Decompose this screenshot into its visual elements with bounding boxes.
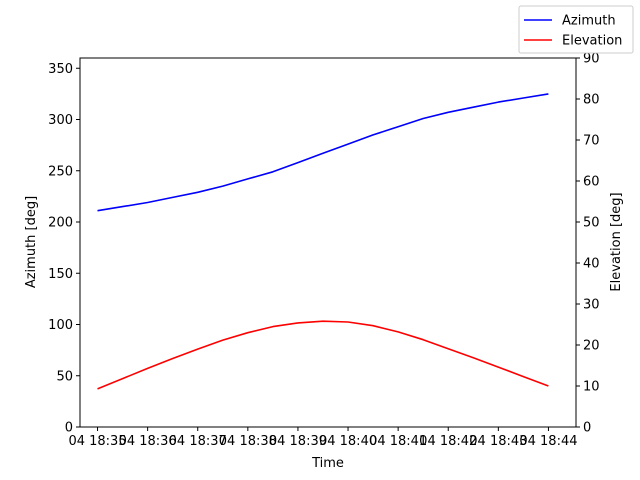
x-tick-label: 04 18:40: [319, 434, 377, 449]
x-axis-label: Time: [311, 456, 344, 471]
y-axis-right: 0 10 20 30 40 50 60 70 80 90: [576, 52, 600, 436]
x-tick-label: 04 18:37: [169, 434, 227, 449]
y-left-tick-label: 250: [48, 164, 73, 179]
legend-entries: Azimuth Elevation: [524, 14, 622, 49]
y-left-tick-label: 50: [56, 369, 73, 384]
y-right-tick-label: 20: [583, 339, 600, 354]
x-tick-label: 04 18:42: [419, 434, 477, 449]
y-left-tick-label: 300: [48, 113, 73, 128]
series-layer: [97, 93, 549, 390]
y-left-tick-label: 100: [48, 318, 73, 333]
legend-box: [518, 5, 634, 54]
legend-label-azimuth: Azimuth: [562, 14, 616, 29]
y-right-tick-label: 50: [583, 216, 600, 231]
y-left-tick-label: 350: [48, 62, 73, 77]
x-tick-label: 04 18:44: [519, 434, 577, 449]
series-line-azimuth: [97, 93, 549, 212]
y-right-tick-label: 0: [583, 421, 591, 436]
y-axis-right-label: Elevation [deg]: [609, 192, 624, 291]
y-axis-left: 0 50 100 150 200 250 300 350: [48, 62, 80, 436]
y-right-tick-label: 30: [583, 298, 600, 313]
y-left-tick-label: 150: [48, 267, 73, 282]
plot-frame: [79, 57, 577, 428]
y-right-tick-label: 10: [583, 380, 600, 395]
y-right-tick-label: 70: [583, 134, 600, 149]
series-line-elevation: [97, 320, 549, 390]
y-right-tick-label: 40: [583, 257, 600, 272]
x-tick-label: 04 18:35: [68, 434, 126, 449]
y-left-tick-label: 200: [48, 216, 73, 231]
x-tick-label: 04 18:41: [369, 434, 427, 449]
x-tick-label: 04 18:36: [119, 434, 177, 449]
y-right-tick-label: 60: [583, 175, 600, 190]
y-left-tick-label: 0: [65, 421, 73, 436]
y-axis-left-label: Azimuth [deg]: [24, 196, 39, 288]
y-right-tick-label: 90: [583, 52, 600, 67]
y-right-tick-label: 80: [583, 93, 600, 108]
x-tick-label: 04 18:43: [469, 434, 527, 449]
legend: Azimuth Elevation: [518, 5, 634, 54]
legend-label-elevation: Elevation: [562, 34, 622, 49]
x-tick-label: 04 18:38: [219, 434, 277, 449]
x-tick-label: 04 18:39: [269, 434, 327, 449]
